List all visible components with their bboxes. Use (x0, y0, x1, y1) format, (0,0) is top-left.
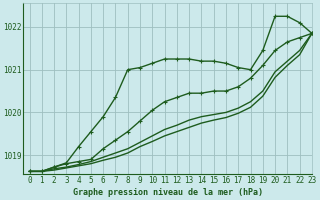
X-axis label: Graphe pression niveau de la mer (hPa): Graphe pression niveau de la mer (hPa) (73, 188, 263, 197)
